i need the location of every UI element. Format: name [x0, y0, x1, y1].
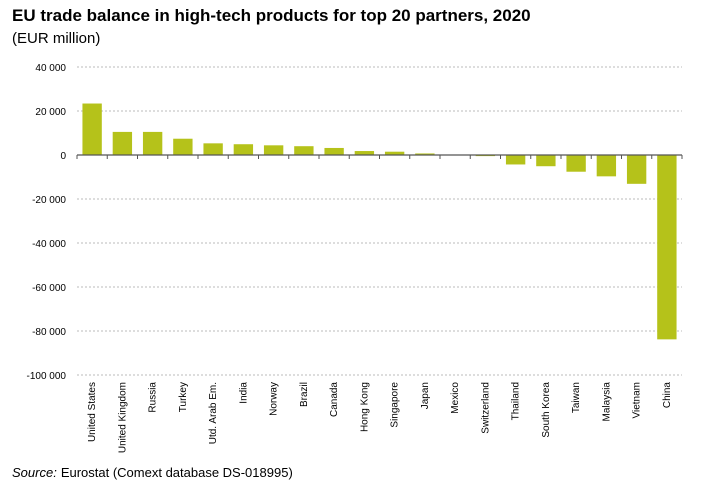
x-tick-label: Malaysia	[601, 382, 612, 422]
chart-title: EU trade balance in high-tech products f…	[12, 6, 531, 25]
y-tick-label: -100 000	[27, 371, 67, 382]
y-tick-label: 0	[60, 151, 66, 162]
bar-hong-kong	[354, 151, 375, 155]
x-tick-label: Canada	[329, 382, 340, 417]
x-tick-label: Russia	[148, 382, 159, 413]
y-tick-label: 40 000	[35, 63, 66, 74]
bar-brazil	[294, 146, 314, 155]
bar-russia	[142, 131, 163, 155]
bar-norway	[263, 145, 284, 155]
y-tick-label: -80 000	[32, 327, 66, 338]
x-tick-label: Taiwan	[571, 382, 582, 413]
x-tick-label: South Korea	[541, 382, 552, 438]
x-tick-label: India	[238, 382, 249, 404]
bar-turkey	[173, 138, 193, 155]
bar-south-korea	[536, 155, 556, 167]
bar-utd-arab-em-	[203, 143, 223, 155]
bar-india	[233, 144, 254, 155]
x-tick-label: Japan	[420, 382, 431, 409]
y-tick-label: -20 000	[32, 195, 66, 206]
bar-united-kingdom	[112, 131, 133, 155]
x-tick-label: Mexico	[450, 382, 461, 414]
x-tick-label: Utd. Arab Em.	[208, 382, 219, 444]
x-tick-label: United States	[87, 382, 98, 442]
bar-japan	[415, 153, 435, 155]
bar-malaysia	[596, 155, 617, 177]
y-tick-label: -40 000	[32, 239, 66, 250]
source-label: Source:	[12, 465, 57, 480]
x-tick-label: United Kingdom	[117, 382, 128, 453]
x-tick-label: Vietnam	[632, 382, 643, 419]
source-text: Eurostat (Comext database DS-018995)	[60, 465, 293, 480]
bar-taiwan	[566, 155, 586, 172]
x-tick-label: Turkey	[178, 382, 189, 412]
x-tick-label: Norway	[269, 382, 280, 416]
x-tick-label: Thailand	[511, 382, 522, 420]
x-tick-label: Switzerland	[480, 382, 491, 434]
bar-china	[657, 155, 677, 340]
x-tick-label: Singapore	[390, 382, 401, 428]
y-tick-label: 20 000	[35, 107, 66, 118]
bar-vietnam	[626, 155, 647, 184]
bar-united-states	[82, 103, 102, 155]
source-note: Source: Eurostat (Comext database DS-0189…	[12, 465, 293, 480]
y-tick-label: -60 000	[32, 283, 66, 294]
x-tick-label: Brazil	[299, 382, 310, 407]
chart-subtitle: (EUR million)	[12, 30, 101, 47]
x-tick-label: China	[662, 382, 673, 409]
bar-singapore	[384, 151, 405, 155]
bar-canada	[324, 147, 344, 155]
bar-thailand	[505, 155, 526, 165]
x-tick-label: Hong Kong	[359, 382, 370, 432]
